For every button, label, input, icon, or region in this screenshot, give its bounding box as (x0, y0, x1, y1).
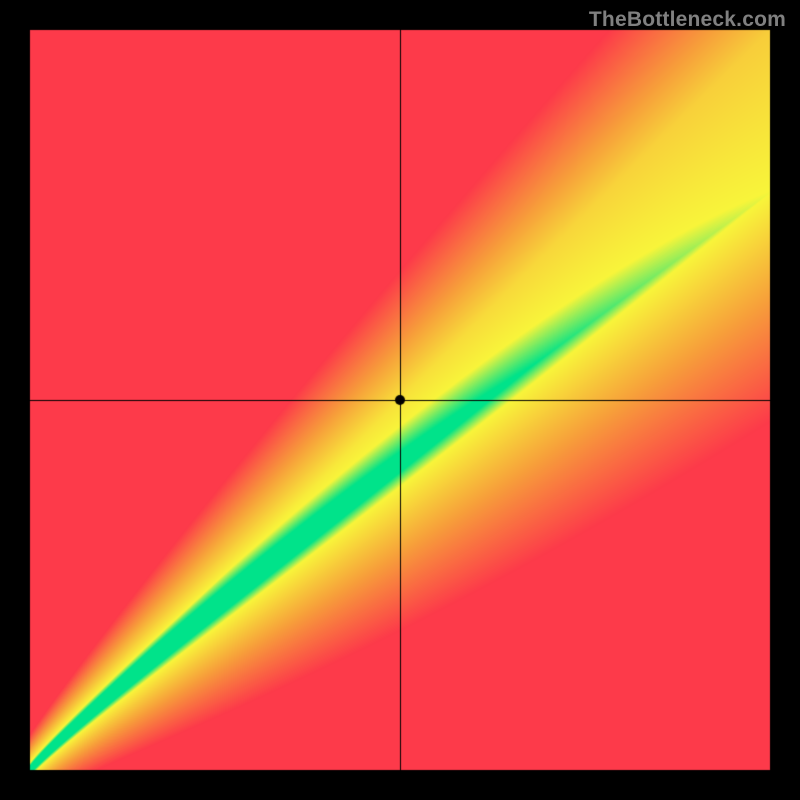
bottleneck-heatmap (0, 0, 800, 800)
chart-container: TheBottleneck.com (0, 0, 800, 800)
watermark-text: TheBottleneck.com (589, 8, 786, 32)
